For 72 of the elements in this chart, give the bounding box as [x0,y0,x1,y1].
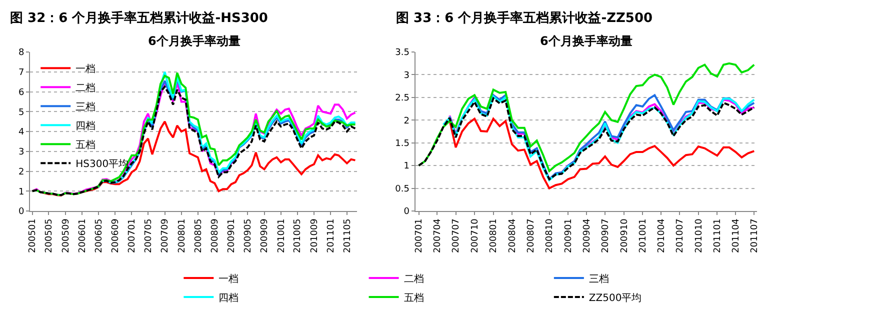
x-tick-label: 200501 [28,218,38,253]
x-tick-label: 200707 [452,218,462,253]
y-tick-label: 8 [18,48,24,58]
x-tick-label: 200905 [243,218,254,253]
x-tick-label: 200904 [582,218,592,253]
y-tick-label: 3.5 [395,48,410,58]
y-tick-label: 1 [18,187,24,198]
legend-label: 三档 [76,100,96,113]
x-tick-label: 200807 [526,218,536,253]
y-tick-label: 4 [18,128,24,138]
x-tick-label: 200709 [160,218,171,253]
y-tick-label: 5 [18,108,24,118]
chart-title: 图 32：6 个月换手率五档累计收益-HS300 [10,10,268,26]
line-series [448,118,756,190]
legend-label: 一档 [218,272,239,285]
x-tick-label: 200601 [78,218,88,253]
chart-title: 图 33：6 个月换手率五档累计收益-ZZ500 [396,10,653,26]
x-tick-label: 201107 [750,218,760,253]
x-tick-label: 200801 [489,218,500,253]
y-tick-label: 1.5 [395,139,410,150]
y-tick-label: 1 [404,162,410,172]
x-tick-label: 200701 [128,218,138,253]
y-tick-label: 2 [404,116,410,126]
x-tick-label: 200909 [260,218,270,253]
y-tick-label: 0 [404,207,410,218]
y-tick-label: 3 [18,148,24,158]
x-tick-label: 200704 [433,218,444,253]
y-tick-label: 0 [18,207,24,218]
x-tick-label: 200710 [470,218,480,253]
x-tick-label: 200910 [620,218,630,253]
x-tick-label: 201005 [293,218,304,253]
x-tick-label: 200705 [144,218,154,253]
y-tick-label: 0.5 [395,184,410,194]
legend-label: 四档 [76,120,96,132]
x-tick-label: 200810 [545,218,556,253]
y-tick-label: 6 [18,88,24,98]
y-tick-label: 2.5 [395,94,410,104]
legend-label: 二档 [76,82,96,94]
x-tick-label: 201010 [694,218,704,253]
chart-subtitle: 6个月换手率动量 [148,34,240,48]
x-tick-label: 201009 [310,218,320,253]
y-tick-label: 3 [404,70,410,81]
legend-label: 五档 [404,292,424,304]
chart-subtitle: 6个月换手率动量 [540,34,632,48]
x-tick-label: 200701 [414,218,425,253]
x-tick-label: 200907 [600,218,611,253]
x-tick-label: 200605 [94,218,104,253]
x-tick-label: 200804 [508,218,518,253]
x-tick-label: 201101 [713,218,724,253]
x-tick-label: 200809 [210,218,221,253]
x-tick-label: 200901 [564,218,574,253]
x-tick-label: 200805 [194,218,204,253]
x-tick-label: 201001 [638,218,649,253]
x-tick-label: 201101 [326,218,337,253]
y-tick-label: 7 [18,68,24,78]
x-tick-label: 201001 [276,218,287,253]
x-tick-label: 201004 [656,218,667,253]
x-tick-label: 200505 [44,218,55,253]
x-tick-label: 200609 [111,218,122,253]
legend-label: 二档 [404,272,424,285]
legend-label: ZZ500平均 [588,292,642,304]
legend-label: 四档 [218,292,239,304]
x-tick-label: 200801 [177,218,188,253]
x-tick-label: 200901 [227,218,238,253]
y-tick-label: 2 [18,167,24,178]
legend-label: 五档 [76,138,96,151]
legend-label: 三档 [588,272,609,285]
legend-label: 一档 [76,62,96,75]
x-tick-label: 200509 [61,218,72,253]
x-tick-label: 201105 [342,218,353,253]
x-tick-label: 201007 [676,218,686,253]
x-tick-label: 201104 [731,218,742,253]
